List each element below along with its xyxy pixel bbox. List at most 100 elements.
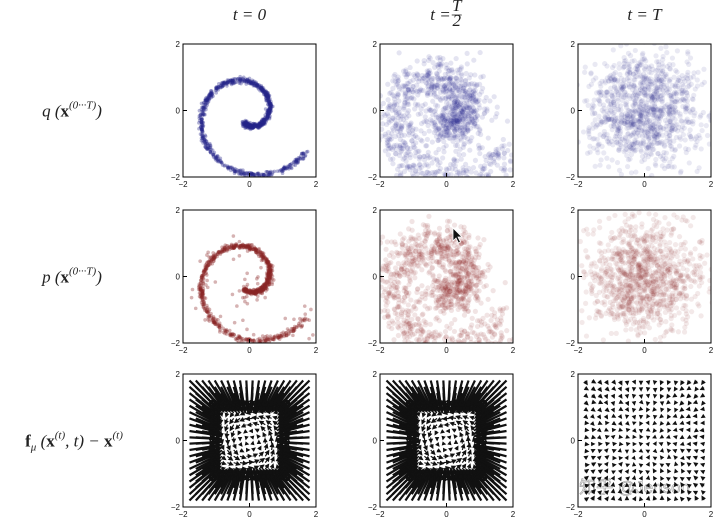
point [621, 77, 627, 83]
point [445, 292, 451, 298]
point [626, 64, 632, 70]
point [269, 272, 274, 276]
point [463, 286, 469, 292]
point [264, 257, 269, 262]
point [416, 253, 422, 259]
point [656, 59, 662, 65]
point [269, 272, 274, 277]
point [598, 121, 604, 127]
point [248, 291, 252, 295]
point [256, 87, 261, 91]
point [203, 140, 207, 144]
point [266, 337, 271, 341]
point [602, 60, 608, 67]
point [205, 141, 209, 146]
point [198, 288, 203, 293]
point [452, 134, 459, 140]
point [265, 278, 270, 283]
point [634, 93, 640, 100]
point [294, 160, 299, 164]
point [412, 73, 418, 79]
point [610, 94, 616, 100]
point [232, 244, 236, 248]
point [439, 286, 445, 292]
point [483, 94, 489, 101]
point [455, 138, 461, 144]
point [476, 340, 482, 343]
point [252, 290, 257, 295]
point [445, 65, 451, 71]
point [460, 108, 466, 115]
point [621, 118, 628, 124]
point [464, 173, 470, 177]
point [247, 81, 252, 85]
point [434, 71, 440, 77]
point [682, 104, 689, 110]
point [251, 172, 256, 177]
point [229, 332, 234, 337]
point [616, 133, 623, 139]
point [250, 124, 254, 129]
point [200, 296, 205, 300]
point [433, 329, 439, 335]
point [615, 79, 621, 85]
point [627, 70, 633, 76]
point [410, 126, 416, 132]
point [474, 318, 481, 324]
point [451, 292, 457, 299]
point [415, 101, 421, 108]
point [402, 83, 408, 89]
point [595, 142, 601, 149]
point [392, 123, 398, 129]
point [457, 271, 463, 277]
point [491, 94, 497, 100]
point [404, 257, 410, 263]
point [480, 166, 486, 172]
point [634, 73, 640, 80]
point [468, 138, 474, 144]
point [645, 144, 651, 150]
point [253, 290, 257, 295]
point [413, 344, 418, 349]
point [217, 322, 221, 327]
point [232, 244, 236, 248]
point [443, 166, 449, 172]
point [606, 164, 612, 170]
point [260, 85, 264, 90]
point [289, 161, 294, 166]
point [268, 106, 273, 111]
point [215, 158, 219, 162]
point [501, 161, 508, 167]
y-tick-label: 2 [373, 40, 378, 49]
point [578, 82, 580, 88]
point [462, 288, 468, 295]
point [431, 183, 436, 188]
point [255, 289, 260, 294]
point [436, 299, 442, 305]
point [260, 120, 264, 125]
point [267, 262, 272, 267]
point [661, 82, 667, 88]
point [459, 330, 465, 336]
point [202, 105, 207, 109]
point [266, 273, 271, 278]
point [197, 118, 202, 123]
point [638, 120, 644, 127]
point [248, 247, 252, 251]
point [217, 325, 222, 330]
point [241, 287, 246, 292]
point [235, 244, 239, 248]
point [267, 276, 271, 281]
point [208, 91, 212, 95]
point [267, 99, 271, 104]
point [203, 308, 207, 313]
point [208, 150, 213, 154]
point [208, 141, 212, 146]
point [608, 92, 614, 98]
point [632, 102, 639, 108]
point [656, 140, 662, 146]
point [380, 126, 385, 132]
point [438, 97, 444, 103]
point [287, 328, 291, 333]
point [213, 255, 217, 260]
